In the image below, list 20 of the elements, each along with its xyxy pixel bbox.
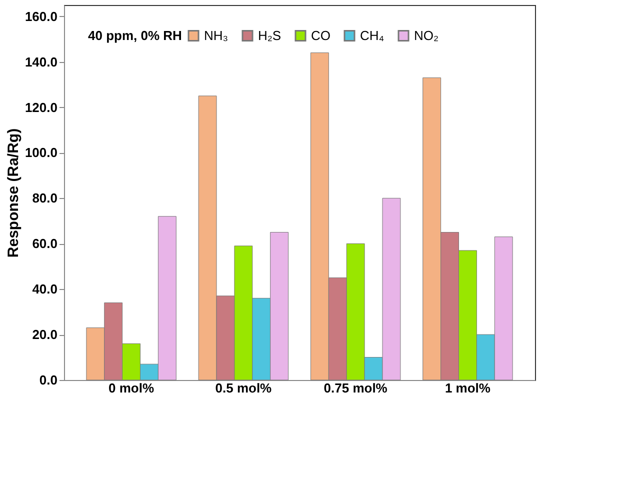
x-tick-label: 0 mol%: [108, 380, 154, 396]
legend-label: NO₂: [414, 28, 439, 43]
legend-label: CH₄: [360, 28, 384, 43]
y-tick-label: 120.0: [24, 100, 58, 115]
x-tick-label: 1 mol%: [444, 380, 491, 396]
y-tick-label: 40.0: [32, 282, 58, 297]
y-tick-label: 0.0: [39, 372, 58, 388]
y-tick-label: 160.0: [24, 8, 58, 24]
y-tick-label: 60.0: [32, 236, 58, 252]
legend-label: CO: [311, 28, 330, 43]
legend-label: H₂S: [258, 28, 282, 43]
legend-title: 40 ppm, 0% RH: [88, 28, 182, 43]
y-tick-label: 100.0: [24, 145, 58, 160]
y-tick-label: 20.0: [32, 327, 58, 342]
legend-label: NH₃: [204, 28, 228, 43]
x-tick-label: 0.5 mol%: [215, 380, 272, 396]
y-tick-label: 80.0: [32, 190, 58, 206]
x-tick-label: 0.75 mol%: [324, 380, 388, 396]
y-tick-label: 140.0: [24, 54, 58, 70]
y-axis-title: Response (Ra/Rg): [4, 128, 22, 258]
